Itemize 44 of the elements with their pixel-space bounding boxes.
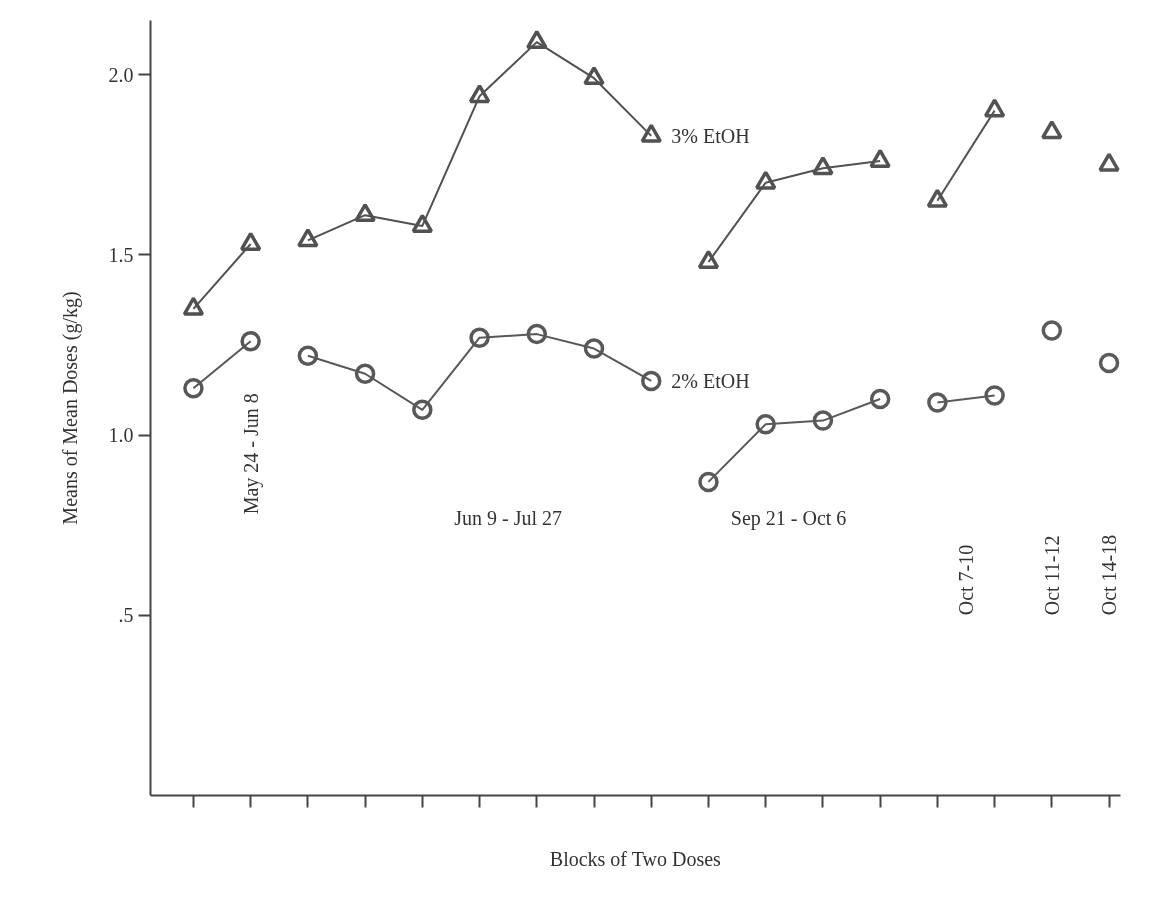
point xyxy=(640,370,662,392)
point xyxy=(1041,120,1063,140)
point xyxy=(412,399,433,421)
point xyxy=(869,148,891,169)
point xyxy=(469,327,490,348)
point xyxy=(183,377,204,399)
point xyxy=(354,203,376,223)
series-label: 3% EtOH xyxy=(671,124,750,147)
point xyxy=(812,410,834,431)
y-tick-label: 2.0 xyxy=(108,63,134,86)
point xyxy=(754,170,777,190)
series-label: 2% EtOH xyxy=(671,369,750,392)
point xyxy=(297,228,319,248)
y-axis-title: Means of Mean Doses (g/kg) xyxy=(58,291,82,525)
point xyxy=(984,385,1005,406)
point xyxy=(697,249,720,269)
annotation: Oct 11-12 xyxy=(1040,535,1063,616)
point xyxy=(812,156,834,176)
point xyxy=(640,123,662,143)
y-tick-label: 1.0 xyxy=(108,424,134,447)
point xyxy=(411,213,434,233)
point xyxy=(927,392,948,413)
point xyxy=(526,29,548,50)
annotation: Sep 21 - Oct 6 xyxy=(730,506,847,530)
point xyxy=(1098,152,1120,172)
annotation: Jun 9 - Jul 27 xyxy=(454,506,563,529)
annotation: Oct 14-18 xyxy=(1098,534,1121,616)
point xyxy=(354,363,376,384)
y-tick-label: .5 xyxy=(118,604,134,627)
annotation: May 24 - Jun 8 xyxy=(239,393,263,515)
point xyxy=(583,66,605,86)
point xyxy=(240,331,261,352)
point xyxy=(297,345,319,366)
point xyxy=(1098,352,1120,374)
point xyxy=(698,471,719,493)
point xyxy=(1041,320,1063,341)
point xyxy=(583,338,605,359)
point xyxy=(468,84,491,104)
y-tick-label: 1.5 xyxy=(108,243,134,266)
point xyxy=(755,413,776,435)
annotation: Oct 7-10 xyxy=(954,544,977,616)
x-axis-title: Blocks of Two Doses xyxy=(549,847,722,870)
point xyxy=(869,388,891,410)
point xyxy=(526,323,548,345)
